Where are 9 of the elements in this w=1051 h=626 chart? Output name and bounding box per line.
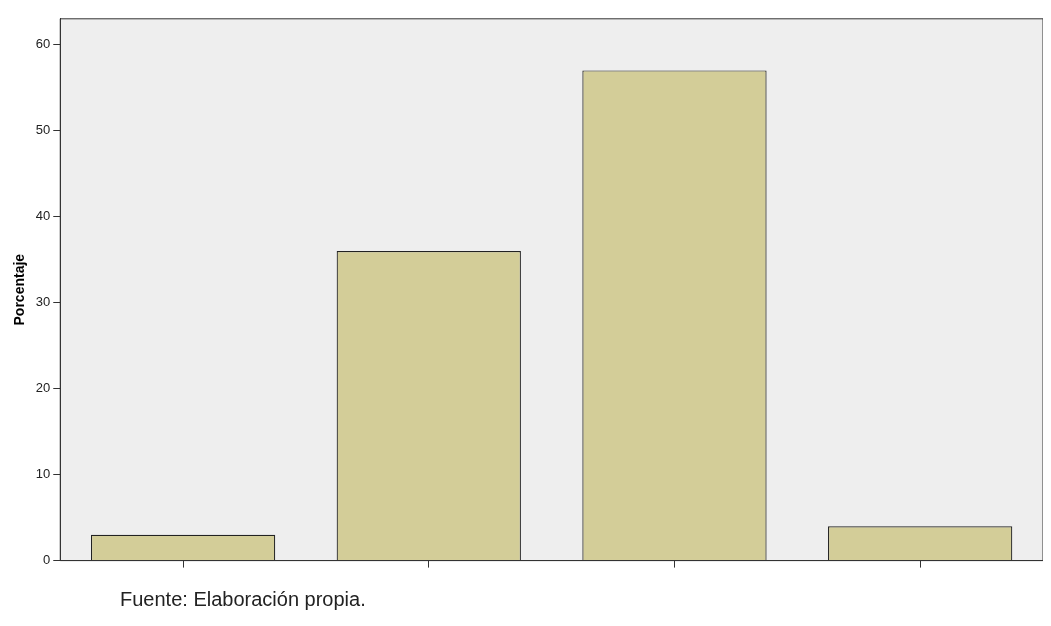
y-tick-label: 20 xyxy=(35,380,51,396)
y-tick-label: 60 xyxy=(35,36,51,52)
y-tick-label: 50 xyxy=(35,122,51,138)
y-axis-title: Porcentaje xyxy=(11,253,28,326)
y-tick-label: 0 xyxy=(43,552,51,568)
y-tick-label: 30 xyxy=(35,294,51,310)
y-tick-label: 10 xyxy=(35,466,51,482)
source-note: Fuente: Elaboración propia. xyxy=(120,588,367,611)
y-tick-label: 40 xyxy=(35,208,51,224)
